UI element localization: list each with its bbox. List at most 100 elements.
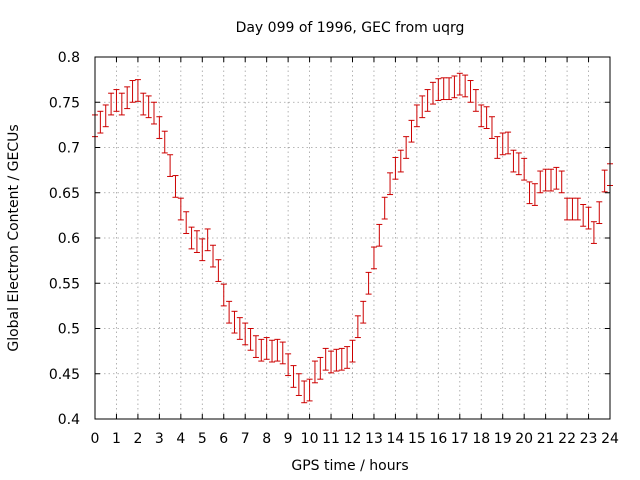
error-bar-point — [311, 360, 318, 384]
error-bar-point — [564, 197, 571, 221]
error-bar-point — [124, 86, 131, 110]
error-bar-point — [328, 350, 335, 374]
error-bar-point — [236, 317, 243, 340]
x-tick-label: 10 — [301, 431, 319, 447]
error-bar-point — [333, 348, 340, 372]
error-bar-point — [446, 77, 453, 101]
x-tick-label: 1 — [112, 431, 121, 447]
error-bar-point — [569, 197, 576, 221]
error-bar-point — [210, 244, 217, 268]
error-bar-point — [494, 136, 501, 159]
error-bar-point — [188, 226, 195, 250]
error-bar-point — [376, 223, 383, 247]
chart-title: Day 099 of 1996, GEC from uqrg — [236, 20, 465, 36]
y-tick-label: 0.55 — [49, 276, 80, 292]
error-bar-point — [199, 238, 206, 262]
x-axis-label: GPS time / hours — [291, 458, 408, 474]
x-tick-label: 24 — [601, 431, 619, 447]
x-tick-label: 16 — [429, 431, 447, 447]
error-bar-point — [547, 168, 554, 192]
error-bar-point — [97, 110, 104, 134]
x-tick-label: 22 — [558, 431, 576, 447]
error-bar-point — [580, 204, 587, 227]
error-bar-point — [370, 246, 377, 270]
error-bar-point — [419, 95, 426, 119]
error-bar-point — [440, 77, 447, 101]
error-bar-point — [510, 149, 517, 173]
error-bar-point — [193, 230, 200, 253]
error-bar-point — [145, 95, 152, 119]
error-bar-point — [585, 206, 592, 230]
error-bar-point — [360, 300, 367, 324]
error-bar-point — [537, 170, 544, 194]
error-bar-point — [424, 89, 431, 112]
error-bar-point — [151, 101, 158, 125]
y-tick-label: 0.5 — [58, 322, 80, 338]
error-bar-point — [274, 338, 281, 362]
error-bar-point — [349, 339, 356, 363]
x-tick-label: 8 — [262, 431, 271, 447]
error-bar-point — [499, 132, 506, 156]
x-tick-label: 0 — [91, 431, 100, 447]
error-bar-point — [215, 259, 222, 282]
error-bar-point — [177, 197, 184, 221]
error-bar-point — [408, 119, 415, 143]
x-tick-label: 20 — [515, 431, 533, 447]
x-tick-label: 18 — [472, 431, 490, 447]
error-bar-point — [279, 341, 286, 365]
axis-ticks — [94, 56, 611, 420]
error-bar-point — [472, 89, 479, 112]
error-bar-point — [526, 181, 533, 205]
error-bar-point — [118, 92, 125, 116]
grid-lines — [95, 57, 610, 419]
error-bar-point — [467, 80, 474, 103]
error-bar-point — [553, 166, 560, 190]
x-tick-label: 11 — [322, 431, 340, 447]
error-bar-point — [413, 104, 420, 128]
y-tick-label: 0.8 — [58, 50, 80, 66]
error-bar-point — [183, 211, 190, 234]
y-axis-label: Global Electron Content / GECUs — [6, 124, 22, 351]
error-bar-point — [113, 89, 120, 112]
x-tick-label: 12 — [344, 431, 362, 447]
x-tick-label: 13 — [365, 431, 383, 447]
error-bar-point — [226, 300, 233, 324]
x-tick-label: 6 — [219, 431, 228, 447]
x-tick-label: 2 — [133, 431, 142, 447]
error-bar-point — [258, 338, 265, 362]
x-tick-label: 15 — [408, 431, 426, 447]
x-tick-label: 14 — [387, 431, 405, 447]
error-bar-point — [515, 152, 522, 176]
y-tick-label: 0.4 — [58, 412, 80, 428]
error-bar-point — [167, 154, 174, 177]
error-bar-point — [108, 92, 115, 116]
error-bar-point — [140, 92, 147, 116]
error-bar-point — [505, 131, 512, 155]
error-bar-point — [306, 378, 313, 402]
error-bar-point — [285, 353, 292, 377]
x-tick-label: 9 — [284, 431, 293, 447]
error-bar-point — [338, 347, 345, 371]
error-bar-point — [242, 322, 249, 346]
error-bar-point — [252, 335, 259, 358]
error-bar-point — [601, 169, 608, 193]
error-bar-point — [462, 74, 469, 98]
error-bar-point — [478, 104, 485, 128]
y-tick-label: 0.75 — [49, 95, 80, 111]
error-bar-point — [247, 328, 254, 351]
x-tick-label: 19 — [494, 431, 512, 447]
error-bar-point — [295, 373, 302, 396]
error-bar-point — [429, 81, 436, 105]
error-bar-point — [435, 78, 442, 101]
error-bar-point — [521, 157, 528, 181]
x-tick-label: 17 — [451, 431, 469, 447]
error-bar-point — [134, 79, 141, 102]
error-bar-point — [574, 197, 581, 221]
error-bar-point — [290, 365, 297, 388]
error-bar-point — [322, 347, 329, 371]
error-bar-point — [269, 339, 276, 363]
x-tick-label: 4 — [176, 431, 185, 447]
error-bar-point — [156, 116, 163, 139]
error-bar-point — [204, 228, 211, 252]
